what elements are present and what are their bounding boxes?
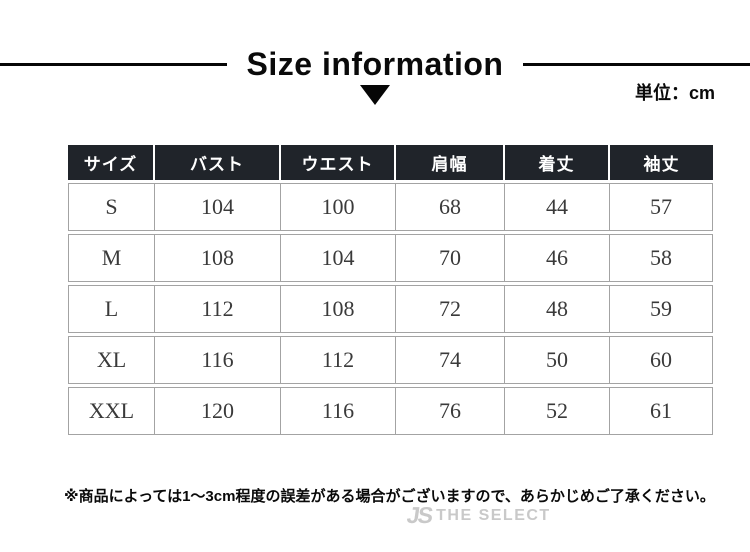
measurement-cell: 112	[155, 285, 281, 333]
measurement-cell: 50	[505, 336, 610, 384]
title-rule-right	[523, 63, 750, 66]
column-header: 着丈	[505, 145, 610, 180]
size-table: サイズ バスト ウエスト 肩幅 着丈 袖丈 S 104 100 68 44 57 M 108 104 70 4…	[68, 142, 713, 438]
column-header: サイズ	[68, 145, 155, 180]
disclaimer-note: ※商品によっては1〜3cm程度の誤差がある場合がございますので、あらかじめご了承…	[64, 488, 715, 505]
size-information-header: Size information	[0, 46, 750, 105]
size-label-cell: L	[68, 285, 155, 333]
column-header: 肩幅	[396, 145, 505, 180]
measurement-cell: 104	[155, 183, 281, 231]
measurement-cell: 120	[155, 387, 281, 435]
measurement-cell: 58	[610, 234, 713, 282]
column-header: 袖丈	[610, 145, 713, 180]
measurement-cell: 52	[505, 387, 610, 435]
size-label-cell: XXL	[68, 387, 155, 435]
size-label-cell: S	[68, 183, 155, 231]
down-triangle-icon	[360, 85, 390, 105]
table-row: XL 116 112 74 50 60	[68, 336, 713, 384]
title-rule-left	[0, 63, 227, 66]
measurement-cell: 48	[505, 285, 610, 333]
measurement-cell: 76	[396, 387, 505, 435]
page-title: Size information	[246, 46, 504, 82]
measurement-cell: 61	[610, 387, 713, 435]
measurement-cell: 104	[281, 234, 396, 282]
column-header: バスト	[155, 145, 281, 180]
size-label-cell: XL	[68, 336, 155, 384]
size-label-cell: M	[68, 234, 155, 282]
table-row: L 112 108 72 48 59	[68, 285, 713, 333]
brand-name-label: THE SELECT	[436, 506, 551, 524]
brand-watermark: JS THE SELECT	[405, 502, 551, 529]
measurement-cell: 108	[281, 285, 396, 333]
brand-logo-icon: JS	[405, 502, 434, 528]
measurement-cell: 44	[505, 183, 610, 231]
measurement-cell: 72	[396, 285, 505, 333]
table-row: XXL 120 116 76 52 61	[68, 387, 713, 435]
measurement-cell: 46	[505, 234, 610, 282]
unit-label: 単位：cm	[634, 83, 715, 103]
measurement-cell: 57	[610, 183, 713, 231]
measurement-cell: 116	[155, 336, 281, 384]
column-header: ウエスト	[281, 145, 396, 180]
measurement-cell: 70	[396, 234, 505, 282]
measurement-cell: 116	[281, 387, 396, 435]
table-row: S 104 100 68 44 57	[68, 183, 713, 231]
measurement-cell: 112	[281, 336, 396, 384]
table-header-row: サイズ バスト ウエスト 肩幅 着丈 袖丈	[68, 145, 713, 180]
title-row: Size information	[0, 46, 750, 83]
table-row: M 108 104 70 46 58	[68, 234, 713, 282]
measurement-cell: 100	[281, 183, 396, 231]
measurement-cell: 60	[610, 336, 713, 384]
measurement-cell: 68	[396, 183, 505, 231]
measurement-cell: 59	[610, 285, 713, 333]
measurement-cell: 74	[396, 336, 505, 384]
measurement-cell: 108	[155, 234, 281, 282]
